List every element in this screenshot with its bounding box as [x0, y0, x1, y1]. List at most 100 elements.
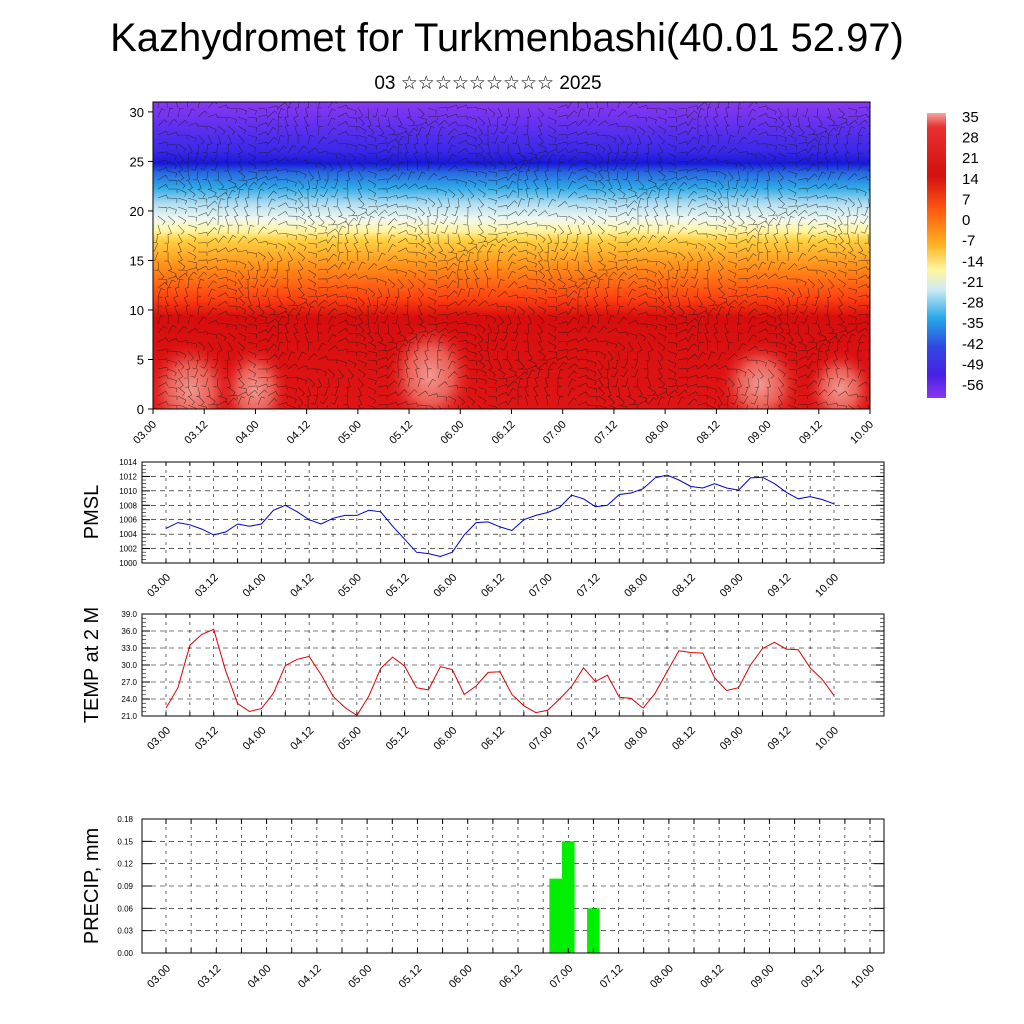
pmsl-line: [165, 474, 835, 558]
heatmap-x-tick-label: 05.00: [336, 419, 364, 447]
heatmap-y-tick-label: 10: [130, 303, 144, 318]
heatmap-x-tick-label: 05.12: [387, 419, 415, 447]
pmsl-x-tick-label: 03.12: [193, 572, 221, 600]
pmsl-series: [165, 474, 835, 558]
heatmap-x-tick-label: 04.00: [234, 419, 262, 447]
pmsl-x-tick-label: 07.00: [527, 572, 555, 600]
temperature-x-tick-label: 07.12: [575, 725, 603, 753]
heatmap-y-tick-label: 15: [130, 253, 144, 268]
precip-panel: 03.00 03.12 04.00 04.12 05.00 05.12 06.00 06.12…: [81, 815, 885, 991]
temperature-axes: 03.00 03.12 04.00 04.12 05.00 05.12 06.00 06.12…: [121, 610, 884, 753]
warm-core: [805, 345, 870, 409]
temperature-y-tick-label: 33.0: [121, 644, 137, 653]
heatmap-x-tick-label: 03.12: [182, 419, 210, 447]
precip-y-tick-label: 0.03: [117, 927, 133, 936]
precip-y-tick-label: 0.09: [117, 882, 133, 891]
heatmap-y-tick-label: 25: [130, 154, 144, 169]
temperature-panel: 03.00 03.12 04.00 04.12 05.00 05.12 06.00 06.12…: [81, 607, 885, 753]
temperature-y-tick-label: 30.0: [121, 661, 137, 670]
precip-x-tick-label: 06.12: [497, 963, 525, 991]
heatmap-x-tick-label: 06.12: [490, 419, 518, 447]
temperature-x-tick-label: 10.00: [813, 725, 841, 753]
temperature-x-tick-label: 09.00: [718, 725, 746, 753]
temperature-x-tick-label: 06.00: [431, 725, 459, 753]
pmsl-frame: [141, 461, 885, 564]
precip-x-tick-label: 03.00: [145, 963, 173, 991]
wind-barb-field: [153, 102, 870, 409]
precip-y-tick-label: 0.00: [117, 949, 133, 958]
temperature-x-tick-label: 03.00: [145, 725, 173, 753]
precip-x-tick-label: 10.00: [849, 963, 877, 991]
pmsl-x-tick-label: 05.12: [384, 572, 412, 600]
colorbar-label: 28: [962, 130, 979, 147]
precip-x-tick-label: 09.00: [749, 963, 777, 991]
pmsl-y-tick-label: 1006: [119, 516, 137, 525]
warm-core: [718, 335, 802, 409]
heatmap-x-tick-label: 10.00: [848, 419, 876, 447]
warm-core: [153, 335, 235, 409]
temperature-x-tick-label: 04.00: [241, 725, 269, 753]
colorbar-label: -14: [962, 253, 984, 270]
precip-x-tick-label: 08.12: [698, 963, 726, 991]
colorbar-label: -42: [962, 336, 984, 353]
temperature-y-tick-label: 21.0: [121, 712, 137, 721]
pmsl-y-tick-label: 1010: [119, 487, 137, 496]
temperature-x-tick-label: 06.12: [479, 725, 507, 753]
precip-x-tick-label: 09.12: [799, 963, 827, 991]
pmsl-x-tick-label: 08.00: [622, 572, 650, 600]
heatmap-x-tick-label: 09.00: [746, 419, 774, 447]
temperature-grid: [142, 613, 884, 717]
precip-x-tick-label: 04.00: [246, 963, 274, 991]
heatmap-x-tick-label: 08.00: [643, 419, 671, 447]
pmsl-y-tick-label: 1008: [119, 501, 137, 510]
precip-bar: [549, 878, 562, 953]
chart-subtitle: 03 ☆☆☆☆☆☆☆☆☆ 2025: [374, 73, 602, 94]
pmsl-x-tick-label: 03.00: [145, 572, 173, 600]
pmsl-y-tick-label: 1004: [119, 530, 137, 539]
chart-title: Kazhydromet for Turkmenbashi(40.01 52.97…: [110, 16, 904, 60]
colorbar-label: 21: [962, 150, 979, 167]
heatmap-y-tick-label: 0: [137, 402, 144, 417]
colorbar-label: 35: [962, 109, 979, 126]
precip-x-tick-label: 06.00: [447, 963, 475, 991]
pmsl-y-tick-label: 1000: [119, 559, 137, 568]
colorbar-label: 7: [962, 191, 970, 208]
pmsl-ylabel: PMSL: [81, 485, 103, 539]
pmsl-x-tick-label: 04.00: [241, 572, 269, 600]
precip-bar: [587, 908, 600, 953]
temperature-y-tick-label: 36.0: [121, 627, 137, 636]
pmsl-x-tick-label: 06.00: [431, 572, 459, 600]
precip-y-tick-label: 0.12: [117, 860, 133, 869]
colorbar-scale: [927, 113, 946, 398]
colorbar-label: -7: [962, 233, 975, 250]
temperature-x-tick-label: 08.12: [670, 725, 698, 753]
pmsl-y-tick-label: 1012: [119, 472, 137, 481]
precip-grid: [142, 818, 884, 954]
heatmap-x-tick-label: 07.12: [592, 419, 620, 447]
colorbar-label: -21: [962, 274, 984, 291]
precip-x-tick-label: 07.00: [547, 963, 575, 991]
colorbar-label: -56: [962, 377, 984, 394]
pmsl-panel: 03.00 03.12 04.00 04.12 05.00 05.12 06.00 06.12…: [81, 458, 885, 600]
temperature-x-tick-label: 09.12: [765, 725, 793, 753]
pmsl-x-tick-label: 06.12: [479, 572, 507, 600]
colorbar-label: 14: [962, 171, 979, 188]
temperature-line: [165, 628, 835, 717]
heatmap-x-tick-label: 04.12: [285, 419, 313, 447]
precip-y-tick-label: 0.15: [117, 837, 133, 846]
temperature-x-tick-label: 05.12: [384, 725, 412, 753]
heatmap-x-tick-label: 06.00: [438, 419, 466, 447]
precip-x-tick-label: 03.12: [195, 963, 223, 991]
heatmap-x-tick-label: 09.12: [797, 419, 825, 447]
temperature-series: [165, 628, 835, 717]
pmsl-x-tick-label: 05.00: [336, 572, 364, 600]
heatmap-panel: 03.00 03.12 04.00 04.12 05.00 05.12 06.00 06.12…: [130, 101, 876, 447]
colorbar-label: -28: [962, 295, 984, 312]
warm-core: [220, 340, 290, 409]
precip-y-tick-label: 0.18: [117, 815, 133, 824]
heatmap-y-tick-label: 20: [130, 204, 144, 219]
pmsl-x-tick-label: 04.12: [288, 572, 316, 600]
colorbar-label: -35: [962, 315, 984, 332]
temperature-y-tick-label: 24.0: [121, 695, 137, 704]
precip-ylabel: PRECIP, mm: [81, 828, 103, 944]
